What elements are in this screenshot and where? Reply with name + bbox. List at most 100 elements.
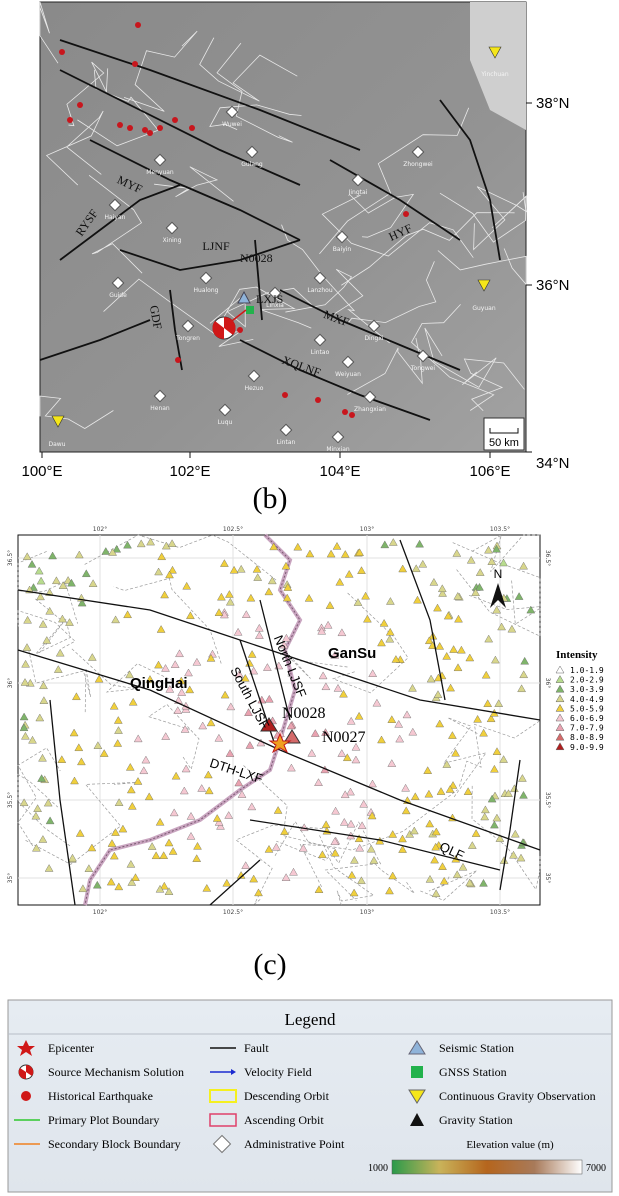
place-name: Minxian <box>326 446 350 453</box>
legend-item: Continuous Gravity Observation <box>439 1089 596 1103</box>
lon-tick-label: 102° <box>93 909 107 916</box>
legend-item: Fault <box>244 1041 269 1055</box>
historical-earthquake <box>135 22 141 28</box>
station-label: N0027 <box>322 729 366 746</box>
historical-earthquake <box>147 130 153 136</box>
historical-earthquake <box>117 122 123 128</box>
intensity-key <box>556 676 564 683</box>
lon-tick-label: 103.5° <box>490 909 510 916</box>
lat-label: 36°N <box>536 277 570 294</box>
historical-symbol <box>21 1091 31 1101</box>
place-name: Tongren <box>175 335 200 342</box>
lon-tick-label: 102° <box>93 526 107 533</box>
intensity-class: 1.0-1.9 <box>570 666 604 675</box>
intensity-key <box>556 666 564 673</box>
place-name: Zhangxian <box>354 406 386 413</box>
station-label: N0028 <box>282 705 326 722</box>
place-name: Luqu <box>218 419 233 426</box>
place-name: Gulang <box>241 161 263 168</box>
place-name: Guide <box>109 292 127 299</box>
historical-earthquake <box>157 125 163 131</box>
region-label: GanSu <box>328 645 376 662</box>
lat-tick-label: 35.5° <box>7 792 14 808</box>
intensity-class: 9.0-9.9 <box>570 743 604 752</box>
legend-item: Ascending Orbit <box>244 1113 324 1127</box>
gnss-symbol <box>411 1066 423 1078</box>
lat-tick-label: 35° <box>7 873 14 884</box>
north-label: N <box>494 567 503 581</box>
place-name: Lintao <box>311 349 330 356</box>
place-name: Zhongwei <box>403 161 433 168</box>
lon-tick-label: 103° <box>360 909 374 916</box>
place-name: Hezuo <box>245 385 264 392</box>
legend-item: Velocity Field <box>244 1065 312 1079</box>
place-name: Guyuan <box>472 305 495 312</box>
fault-label: LJNF <box>202 239 230 253</box>
historical-earthquake <box>132 61 138 67</box>
place-name: Yinchuan <box>480 71 509 78</box>
historical-earthquake <box>59 49 65 55</box>
historical-earthquake <box>77 102 83 108</box>
lat-label: 38°N <box>536 95 570 112</box>
intensity-key <box>556 695 564 702</box>
legend-item: Gravity Station <box>439 1113 513 1127</box>
lat-tick-label: 35° <box>544 873 551 884</box>
legend-item: Secondary Block Boundary <box>48 1137 181 1151</box>
place-name: Tongwei <box>410 365 436 372</box>
caption: (c) <box>253 948 286 981</box>
historical-earthquake <box>67 117 73 123</box>
intensity-key <box>556 743 564 750</box>
figure: YinchuanWuweiGulangMenyuanJingtaiZhongwe… <box>0 0 619 1196</box>
historical-earthquake <box>237 327 243 333</box>
legend-item: Administrative Point <box>244 1137 345 1151</box>
lat-tick-label: 36° <box>7 678 14 689</box>
intensity-title: Intensity <box>556 649 598 661</box>
legend-item: Source Mechanism Solution <box>48 1065 184 1079</box>
lat-tick-label: 36.5° <box>7 550 14 566</box>
lat-tick-label: 36.5° <box>544 550 551 566</box>
historical-earthquake <box>282 392 288 398</box>
place-name: Baiyin <box>333 246 352 253</box>
lat-tick-label: 35.5° <box>544 792 551 808</box>
legend-item: Seismic Station <box>439 1041 514 1055</box>
intensity-key <box>556 704 564 711</box>
place-name: Haiyan <box>105 214 126 221</box>
lat-tick-label: 36° <box>544 678 551 689</box>
elevation-min: 1000 <box>368 1163 388 1174</box>
place-name: Hualong <box>194 287 219 294</box>
elevation-title: Elevation value (m) <box>466 1139 554 1151</box>
station-label: LXJS <box>256 292 283 306</box>
place-name: Jingtai <box>348 189 368 196</box>
intensity-class: 7.0-7.9 <box>570 724 604 733</box>
place-name: Menyuan <box>146 169 174 176</box>
intensity-class: 3.0-3.9 <box>570 685 604 694</box>
legend-item: Epicenter <box>48 1041 94 1055</box>
lon-tick-label: 102.5° <box>223 526 243 533</box>
legend-item: Primary Plot Boundary <box>48 1113 159 1127</box>
intensity-key <box>556 724 564 731</box>
place-name: Dawu <box>48 441 65 448</box>
map-b <box>40 2 526 452</box>
lon-label: 106°E <box>469 463 510 480</box>
lon-label: 104°E <box>319 463 360 480</box>
station-label: N0028 <box>240 251 273 265</box>
intensity-key <box>556 714 564 721</box>
lon-label: 102°E <box>169 463 210 480</box>
historical-earthquake <box>189 125 195 131</box>
legend-item: GNSS Station <box>439 1065 507 1079</box>
historical-earthquake <box>175 357 181 363</box>
place-name: Lanzhou <box>307 287 332 294</box>
caption: (b) <box>253 482 288 515</box>
lon-tick-label: 103° <box>360 526 374 533</box>
place-name: Xining <box>163 237 182 244</box>
intensity-class: 8.0-8.9 <box>570 733 604 742</box>
historical-earthquake <box>403 211 409 217</box>
historical-earthquake <box>172 117 178 123</box>
legend-item: Descending Orbit <box>244 1089 330 1103</box>
elevation-max: 7000 <box>586 1163 606 1174</box>
historical-earthquake <box>142 127 148 133</box>
scale-label: 50 km <box>489 437 519 449</box>
place-name: Lintan <box>277 439 296 446</box>
intensity-key <box>556 685 564 692</box>
lon-tick-label: 102.5° <box>223 909 243 916</box>
